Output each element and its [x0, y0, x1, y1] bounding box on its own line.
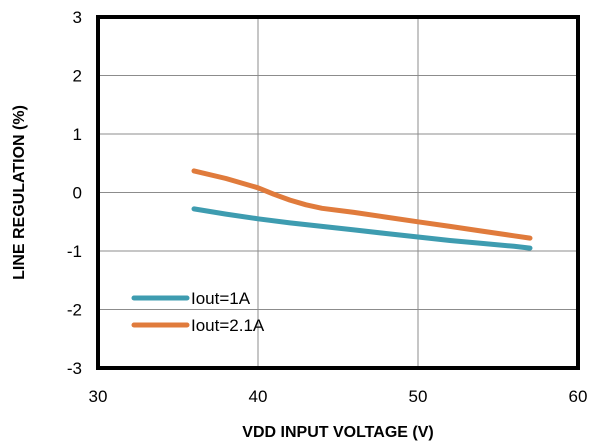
y-tick-label: -1: [67, 242, 82, 261]
y-tick-label: 1: [73, 125, 82, 144]
y-tick-label: -2: [67, 301, 82, 320]
x-tick-label: 60: [569, 387, 588, 406]
y-tick-label: 3: [73, 8, 82, 27]
legend-label: Iout=2.1A: [191, 316, 265, 335]
x-tick-label: 30: [89, 387, 108, 406]
x-tick-label: 40: [249, 387, 268, 406]
y-axis-title: LINE REGULATION (%): [11, 105, 28, 280]
y-tick-label: -3: [67, 359, 82, 378]
y-tick-label: 0: [73, 184, 82, 203]
legend-label: Iout=1A: [191, 289, 251, 308]
tick-labels: 3 2 1 0 -1 -2 -3 30 40 50 60: [67, 8, 588, 406]
x-tick-label: 50: [409, 387, 428, 406]
series-lines: [191, 168, 533, 251]
y-tick-label: 2: [73, 67, 82, 86]
x-axis-title: VDD INPUT VOLTAGE (V): [242, 424, 433, 441]
plot-area-border: [96, 15, 580, 370]
series-line-2: [191, 168, 533, 241]
legend: Iout=1A Iout=2.1A: [131, 289, 265, 335]
series-line-1: [191, 206, 533, 251]
grid: [98, 17, 578, 368]
